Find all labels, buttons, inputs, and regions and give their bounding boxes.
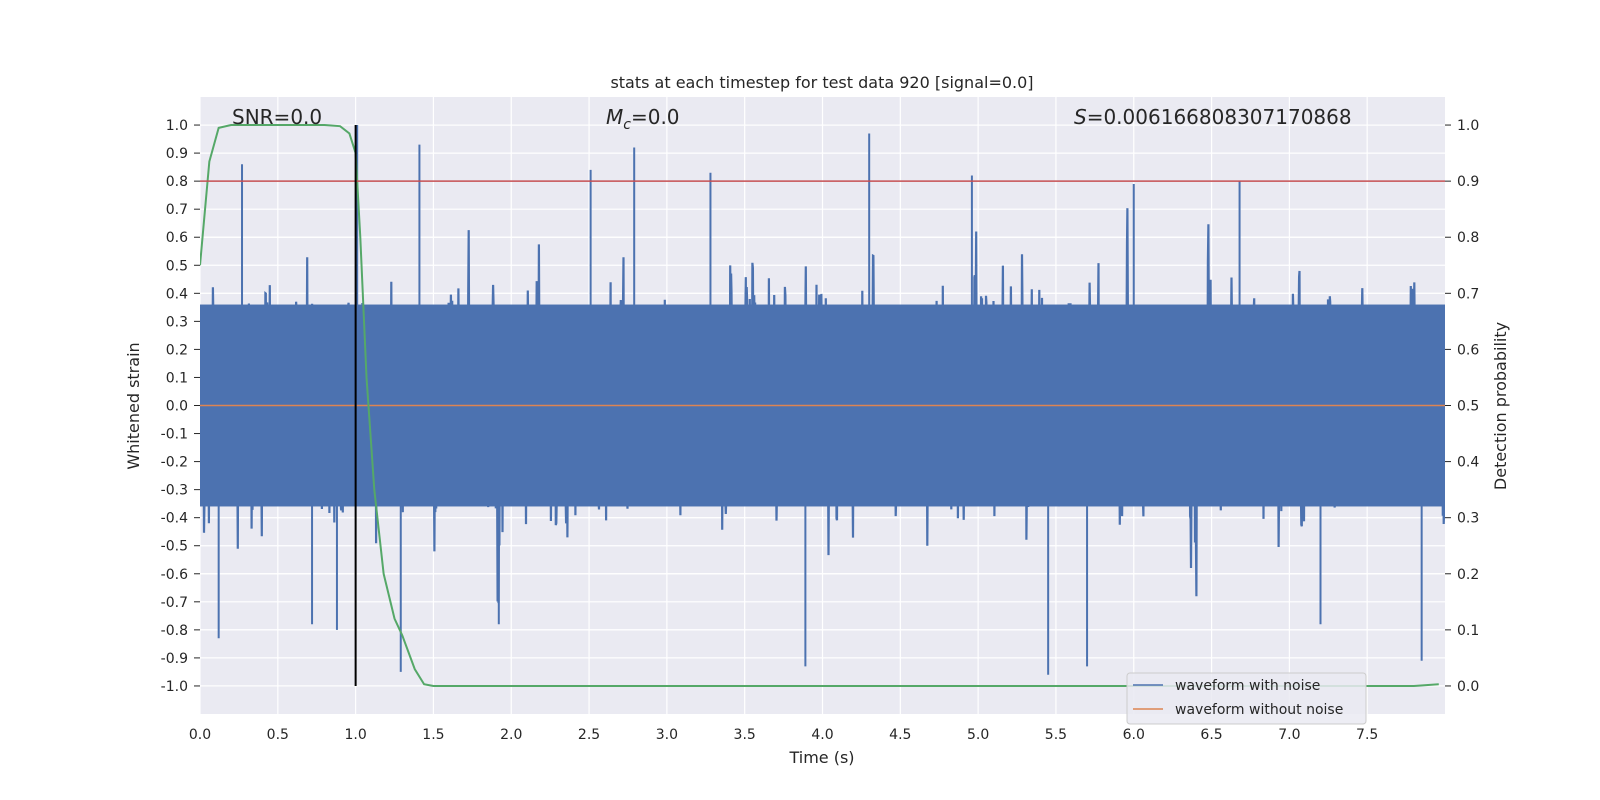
probability-line <box>200 124 1439 687</box>
y2-tick-label: 1.0 <box>1457 118 1479 134</box>
y-tick-label: -0.9 <box>161 651 188 667</box>
y-tick-label: 0.2 <box>166 342 188 358</box>
y-tick-label: -0.7 <box>161 595 188 611</box>
legend-label-waveform-without-noise: waveform without noise <box>1175 702 1343 718</box>
y2-tick-label: 0.6 <box>1457 342 1479 358</box>
x-tick-label: 5.0 <box>967 727 989 743</box>
y-tick-label: 0.9 <box>166 146 188 162</box>
x-tick-label: 4.0 <box>811 727 833 743</box>
y-tick-label: 0.1 <box>166 370 188 386</box>
y-tick-label: 0.8 <box>166 174 188 190</box>
x-tick-label: 0.5 <box>267 727 289 743</box>
y-tick-label: -0.4 <box>161 511 188 527</box>
y-tick-label: 0.4 <box>166 286 188 302</box>
x-tick-label: 7.0 <box>1278 727 1300 743</box>
y-tick-label: -0.1 <box>161 427 188 443</box>
x-tick-label: 4.5 <box>889 727 911 743</box>
y2-tick-label: 0.1 <box>1457 623 1479 639</box>
y-axis-label: Whitened strain <box>124 342 143 469</box>
x-tick-label: 0.0 <box>189 727 211 743</box>
x-tick-label: 6.5 <box>1200 727 1222 743</box>
y-tick-label: 0.3 <box>166 314 188 330</box>
y-tick-label: -0.5 <box>161 539 188 555</box>
y-tick-label: -0.3 <box>161 483 188 499</box>
x-tick-label: 3.5 <box>734 727 756 743</box>
y2-tick-label: 0.7 <box>1457 286 1479 302</box>
y-tick-label: 0.0 <box>166 399 188 415</box>
y2-tick-label: 0.3 <box>1457 511 1479 527</box>
y-tick-label: 0.7 <box>166 202 188 218</box>
y2-tick-label: 0.4 <box>1457 455 1479 471</box>
y-tick-label: 1.0 <box>166 118 188 134</box>
annotation-statistic: S=0.006166808307170868 <box>1074 105 1352 129</box>
series-detection-probability <box>200 124 1439 687</box>
y2-tick-label: 0.8 <box>1457 230 1479 246</box>
legend-box <box>1126 672 1367 725</box>
x-tick-label: 3.0 <box>656 727 678 743</box>
y2-axis-ticks: 1.0 0.9 0.8 0.7 0.6 0.5 0.4 0.3 0.2 0.1 0.0 <box>1445 118 1479 695</box>
x-tick-label: 2.0 <box>500 727 522 743</box>
y2-tick-label: 0.0 <box>1457 679 1479 695</box>
x-axis-label: Time (s) <box>788 748 854 767</box>
y2-tick-label: 0.2 <box>1457 567 1479 583</box>
x-tick-label: 2.5 <box>578 727 600 743</box>
x-tick-label: 6.0 <box>1123 727 1145 743</box>
y2-tick-label: 0.5 <box>1457 399 1479 415</box>
annotation-chirp-mass: Mc=0.0 <box>606 105 680 133</box>
y-tick-label: 0.6 <box>166 230 188 246</box>
y2-axis-label: Detection probability <box>1491 322 1510 490</box>
y-tick-label: -0.6 <box>161 567 188 583</box>
y-tick-label: -0.2 <box>161 455 188 471</box>
x-tick-label: 7.5 <box>1356 727 1378 743</box>
legend-label-waveform-with-noise: waveform with noise <box>1175 678 1320 694</box>
chart-title: stats at each timestep for test data 920… <box>610 73 1033 92</box>
x-tick-label: 5.5 <box>1045 727 1067 743</box>
y2-tick-label: 0.9 <box>1457 174 1479 190</box>
y-tick-label: 0.5 <box>166 258 188 274</box>
x-axis-ticks: 0.0 0.5 1.0 1.5 2.0 2.5 3.0 3.5 4.0 4.5 5.0 5.5 6.0 6… <box>189 727 1378 743</box>
y-axis-ticks: 1.0 0.9 0.8 0.7 0.6 0.5 0.4 0.3 0.2 0.1 0.0 -0.1 -0.… <box>161 118 200 695</box>
reference-lines <box>200 125 1445 686</box>
x-tick-label: 1.0 <box>344 727 366 743</box>
y-tick-label: -1.0 <box>161 679 188 695</box>
y-tick-label: -0.8 <box>161 623 188 639</box>
x-tick-label: 1.5 <box>422 727 444 743</box>
legend: waveform with noise waveform without noi… <box>1126 672 1367 725</box>
annotation-snr: SNR=0.0 <box>232 105 322 129</box>
